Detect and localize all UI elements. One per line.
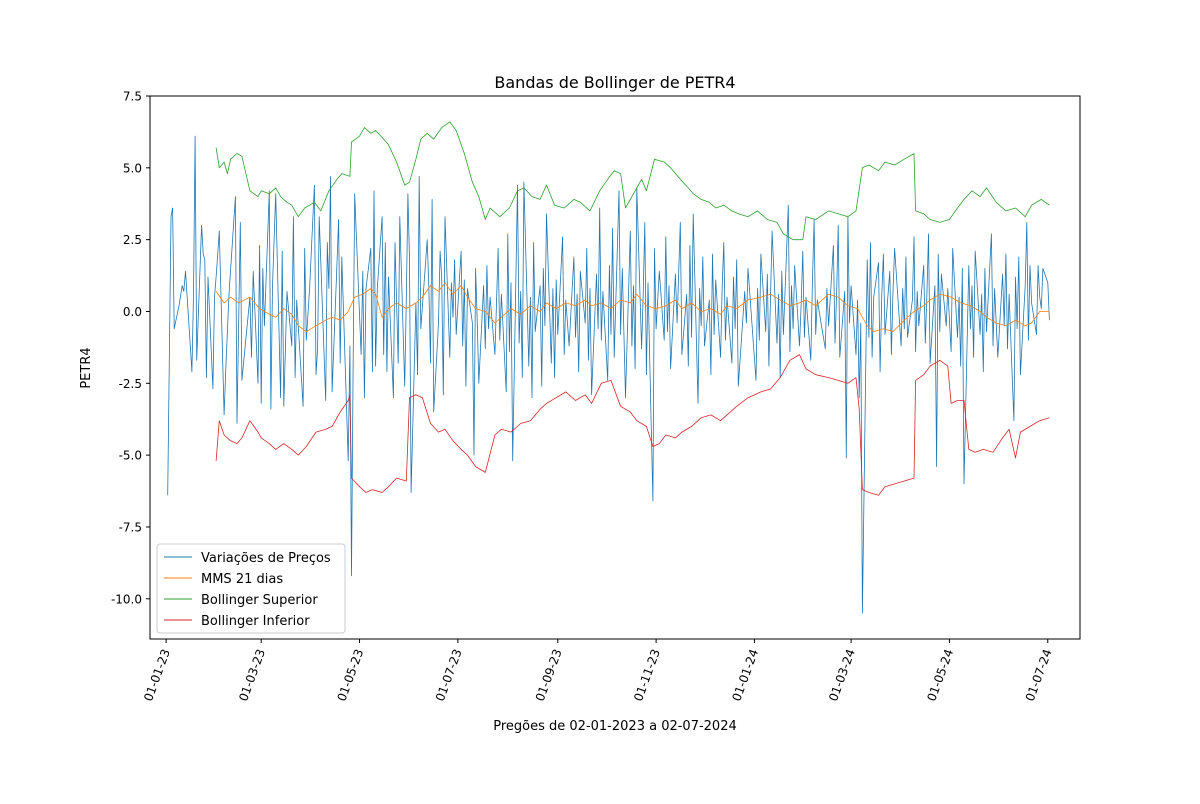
legend-label: Bollinger Inferior (201, 614, 310, 629)
legend-box (156, 543, 346, 634)
legend: Variações de Preços MMS 21 dias Bollinger … (156, 543, 346, 634)
y-tick-label: -7.5 (119, 520, 142, 534)
y-tick-label: -5.0 (119, 449, 142, 463)
y-tick-label: 5.0 (123, 161, 142, 175)
series-line-3 (215, 121, 1050, 241)
y-tick-label: 2.5 (123, 233, 142, 247)
series-layer (167, 121, 1050, 614)
axes-frame (149, 95, 1081, 640)
legend-label: Variações de Preços (201, 551, 331, 566)
y-tick-label: 7.5 (123, 90, 142, 104)
legend-label: MMS 21 dias (201, 572, 283, 587)
y-tick-label: -10.0 (111, 592, 142, 606)
series-line-2 (215, 282, 1050, 332)
y-tick-label: 0.0 (123, 305, 142, 319)
series-line-1 (167, 135, 1050, 614)
legend-label: Bollinger Superior (201, 593, 318, 608)
y-axis: 7.5 5.0 2.5 0.0 -2.5 -5.0 -7.5 -10.0 (111, 90, 150, 606)
y-tick-label: -2.5 (119, 377, 142, 391)
x-axis-label: Pregões de 02-01-2023 a 02-07-2024 (493, 719, 737, 734)
chart-title: Bandas de Bollinger de PETR4 (494, 73, 735, 92)
series-line-4 (215, 354, 1050, 496)
y-axis-label: PETR4 (79, 347, 94, 388)
